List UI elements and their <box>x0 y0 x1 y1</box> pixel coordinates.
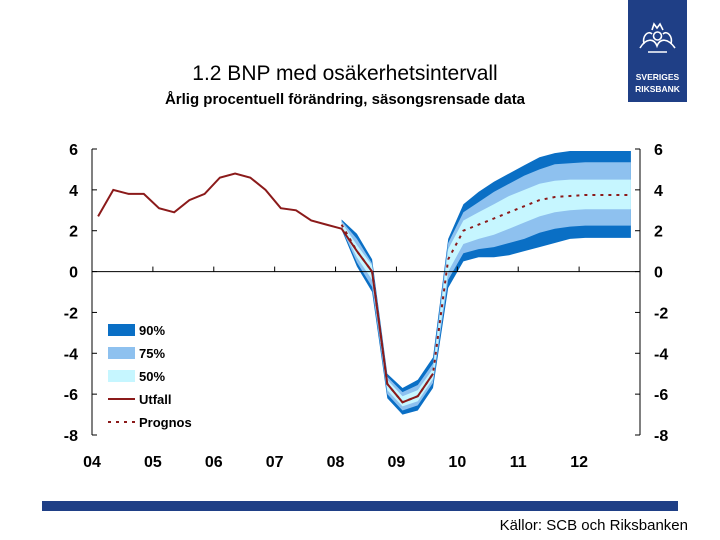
x-tick-label: 07 <box>266 454 284 471</box>
footer-bar <box>42 501 678 511</box>
riksbank-logo: SVERIGES RIKSBANK <box>628 0 687 102</box>
band-50pct <box>341 179 631 407</box>
y-tick-label-right: 6 <box>654 142 663 159</box>
series-lines <box>97 172 631 404</box>
legend-label: Utfall <box>139 392 172 407</box>
axes <box>91 148 641 436</box>
x-tick-label: 08 <box>327 454 345 471</box>
band-75pct <box>341 162 631 411</box>
y-tick-label-left: 4 <box>69 183 78 200</box>
y-tick-label-right: 2 <box>654 224 663 241</box>
chart-subtitle: Årlig procentuell förändring, säsongsren… <box>164 91 526 108</box>
forecast-line <box>340 194 631 404</box>
y-tick-label-left: 2 <box>69 224 78 241</box>
x-tick-label: 05 <box>144 454 162 471</box>
legend-label: 75% <box>139 346 165 361</box>
legend-swatch <box>108 347 135 359</box>
chart-title: 1.2 BNP med osäkerhetsintervall <box>192 62 498 85</box>
y-tick-label-left: -2 <box>64 305 78 322</box>
x-tick-label: 10 <box>448 454 466 471</box>
outcome-line <box>97 172 434 404</box>
legend: 90% 75% 50% Utfall Prognos <box>108 323 192 430</box>
y-tick-label-left: -8 <box>64 428 78 445</box>
legend-label: Prognos <box>139 415 192 430</box>
legend-label: 50% <box>139 369 165 384</box>
y-tick-label-left: 6 <box>69 142 78 159</box>
x-tick-label: 09 <box>388 454 406 471</box>
y-tick-label-right: -6 <box>654 387 668 404</box>
source-note: Källor: SCB och Riksbanken <box>499 517 688 534</box>
uncertainty-bands <box>341 151 631 415</box>
y-tick-label-right: 4 <box>654 183 663 200</box>
y-tick-label-right: -2 <box>654 305 668 322</box>
y-tick-label-left: -4 <box>64 346 78 363</box>
y-tick-label-right: -8 <box>654 428 668 445</box>
x-tick-label: 12 <box>570 454 588 471</box>
legend-swatch <box>108 324 135 336</box>
tick-labels: 6 4 2 0 -2 -4 -6 -8 6 4 2 0 -2 -4 -6 -8 04 05 06 07 08 09 10 11… <box>64 142 669 471</box>
logo-text-1: SVERIGES <box>636 72 680 82</box>
legend-swatch <box>108 370 135 382</box>
y-tick-label-left: -6 <box>64 387 78 404</box>
logo-text-2: RIKSBANK <box>635 84 681 94</box>
y-tick-label-right: -4 <box>654 346 668 363</box>
legend-label: 90% <box>139 323 165 338</box>
x-tick-label: 06 <box>205 454 223 471</box>
y-tick-label-left: 0 <box>69 265 78 282</box>
x-tick-label: 11 <box>510 454 527 471</box>
x-tick-label: 04 <box>83 454 101 471</box>
y-tick-label-right: 0 <box>654 265 663 282</box>
